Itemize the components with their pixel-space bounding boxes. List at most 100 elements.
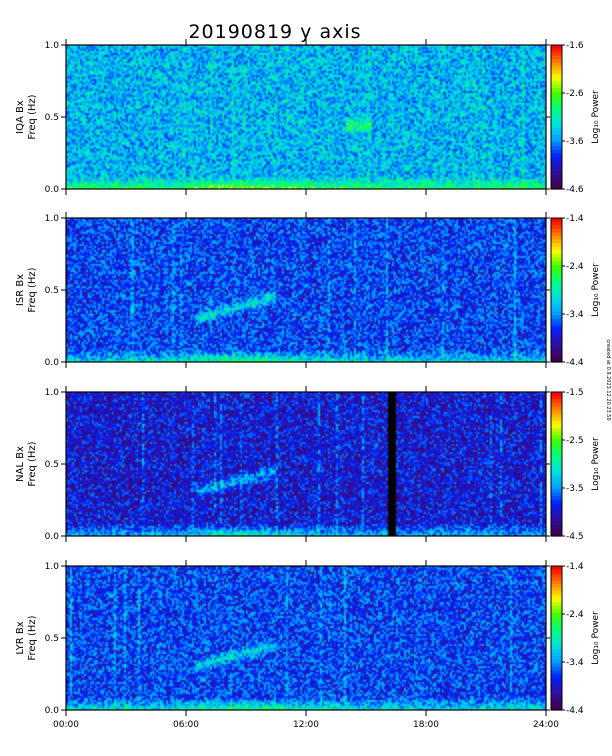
y-tick-label: 0.5 <box>45 634 59 644</box>
colorbar-step <box>551 300 562 305</box>
y-tick-label: 1.0 <box>45 388 60 398</box>
colorbar-step <box>551 438 562 443</box>
colorbar-label: Log₁₀ Power <box>591 263 601 317</box>
colorbar-step <box>551 681 562 686</box>
colorbar-step <box>551 587 562 592</box>
colorbar-step <box>551 336 562 341</box>
colorbar-step <box>551 521 562 526</box>
y-tick-label: 0.5 <box>45 113 59 123</box>
colorbar-step <box>551 120 562 125</box>
y-tick-label: 0.5 <box>45 460 59 470</box>
colorbar-step <box>551 279 562 284</box>
colorbar-tick-label: -2.6 <box>566 89 584 99</box>
colorbar-step <box>551 290 562 295</box>
colorbar-step <box>551 688 562 693</box>
colorbar-step <box>551 153 562 158</box>
colorbar-step <box>551 453 562 458</box>
colorbar-step <box>551 91 562 96</box>
colorbar-label: Log₁₀ Power <box>591 611 601 665</box>
colorbar-tick-label: -3.4 <box>566 310 584 320</box>
spectrogram-image <box>66 566 546 710</box>
colorbar-step <box>551 435 562 440</box>
colorbar-step <box>551 584 562 589</box>
colorbar-step <box>551 232 562 237</box>
colorbar-tick-label: -3.6 <box>566 137 584 147</box>
colorbar-step <box>551 528 562 533</box>
colorbar-step <box>551 124 562 129</box>
colorbar: -1.6 -2.6 -3.6 -4.6 Log₁₀ Power <box>550 41 601 195</box>
colorbar-tick-label: -3.4 <box>566 658 584 668</box>
colorbar-step <box>551 532 562 537</box>
colorbar-step <box>551 63 562 68</box>
colorbar-step <box>551 395 562 400</box>
colorbar-step <box>551 500 562 505</box>
colorbar-step <box>551 145 562 150</box>
colorbar-step <box>551 268 562 273</box>
colorbar-step <box>551 88 562 93</box>
colorbar-step <box>551 221 562 226</box>
colorbar-step <box>551 627 562 632</box>
colorbar-step <box>551 181 562 186</box>
colorbar-tick-label: -2.5 <box>566 436 584 446</box>
colorbar-step <box>551 410 562 415</box>
colorbar-step <box>551 406 562 411</box>
colorbar-step <box>551 138 562 143</box>
colorbar-step <box>551 616 562 621</box>
colorbar-step <box>551 392 562 397</box>
colorbar-step <box>551 702 562 707</box>
panel-isr-bx: 0.0 0.5 1.0 ISR Bx Freq (Hz) -1.4 -2.4 -3.4 -4.4… <box>15 212 601 368</box>
colorbar-step <box>551 178 562 183</box>
colorbar-step <box>551 171 562 176</box>
colorbar-step <box>551 630 562 635</box>
colorbar-step <box>551 354 562 359</box>
colorbar-step <box>551 228 562 233</box>
x-tick-label: 12:00 <box>293 720 319 730</box>
panel-iqa-bx: 0.0 0.5 1.0 IQA Bx Freq (Hz) -1.6 -2.6 -3.6 -4.6… <box>15 39 601 195</box>
colorbar-step <box>551 308 562 313</box>
colorbar-step <box>551 456 562 461</box>
colorbar-step <box>551 471 562 476</box>
colorbar-step <box>551 576 562 581</box>
colorbar-step <box>551 623 562 628</box>
colorbar-step <box>551 160 562 165</box>
colorbar-tick-label: -4.4 <box>566 358 584 368</box>
colorbar-step <box>551 48 562 53</box>
colorbar-step <box>551 77 562 82</box>
colorbar-step <box>551 225 562 230</box>
colorbar-step <box>551 424 562 429</box>
colorbar-step <box>551 81 562 86</box>
colorbar-step <box>551 431 562 436</box>
colorbar-step <box>551 620 562 625</box>
colorbar-step <box>551 109 562 114</box>
colorbar-step <box>551 246 562 251</box>
colorbar-step <box>551 99 562 104</box>
colorbar-step <box>551 239 562 244</box>
colorbar-step <box>551 518 562 523</box>
colorbar-step <box>551 254 562 259</box>
colorbar-step <box>551 666 562 671</box>
colorbar-step <box>551 634 562 639</box>
colorbar-step <box>551 482 562 487</box>
colorbar-tick-label: -1.6 <box>566 41 584 51</box>
colorbar-step <box>551 167 562 172</box>
colorbar-step <box>551 612 562 617</box>
colorbar-step <box>551 645 562 650</box>
colorbar-step <box>551 333 562 338</box>
colorbar-step <box>551 478 562 483</box>
colorbar-step <box>551 442 562 447</box>
side-note: created at 0.9.2023.12.20.23.50 <box>605 339 611 420</box>
colorbar-step <box>551 594 562 599</box>
y-axis-label-station: IQA Bx <box>15 100 26 134</box>
colorbar-step <box>551 638 562 643</box>
colorbar-step <box>551 659 562 664</box>
colorbar-step <box>551 413 562 418</box>
colorbar-step <box>551 163 562 168</box>
y-tick-label: 0.0 <box>45 358 60 368</box>
colorbar-step <box>551 652 562 657</box>
colorbar-step <box>551 73 562 78</box>
y-axis-label-freq: Freq (Hz) <box>27 441 38 486</box>
colorbar-step <box>551 399 562 404</box>
colorbar-step <box>551 315 562 320</box>
colorbar-step <box>551 485 562 490</box>
colorbar-step <box>551 243 562 248</box>
